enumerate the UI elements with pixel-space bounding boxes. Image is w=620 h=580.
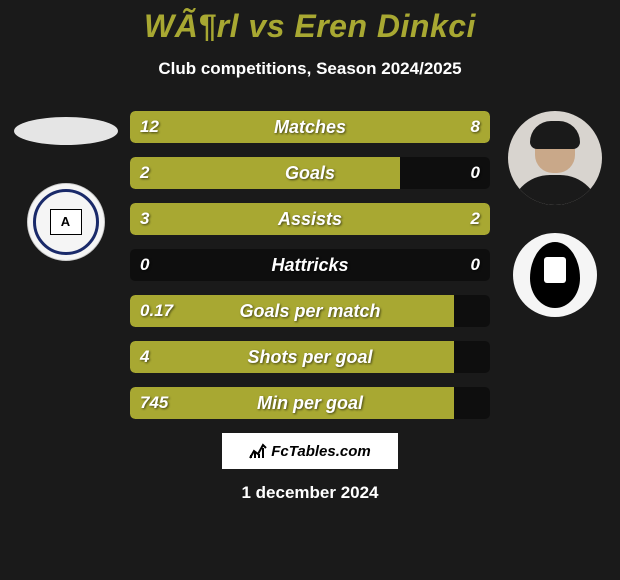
stat-row: 3Assists2 <box>130 203 490 235</box>
stat-row: 12Matches8 <box>130 111 490 143</box>
stat-label: Hattricks <box>130 249 490 281</box>
comparison-panel: 12Matches82Goals03Assists20Hattricks00.1… <box>0 111 620 419</box>
player-left-avatar <box>14 117 118 145</box>
stat-label: Shots per goal <box>130 341 490 373</box>
stat-row: 0.17Goals per match <box>130 295 490 327</box>
stat-row: 745Min per goal <box>130 387 490 419</box>
player-left-column <box>8 111 123 261</box>
stat-value-right: 8 <box>471 111 480 143</box>
stat-label: Min per goal <box>130 387 490 419</box>
stat-value-right: 2 <box>471 203 480 235</box>
stat-row: 2Goals0 <box>130 157 490 189</box>
date-label: 1 december 2024 <box>0 483 620 503</box>
player-right-club-logo <box>513 233 597 317</box>
stats-list: 12Matches82Goals03Assists20Hattricks00.1… <box>130 111 490 419</box>
brand-badge: FcTables.com <box>222 433 398 469</box>
stat-label: Goals <box>130 157 490 189</box>
stat-row: 4Shots per goal <box>130 341 490 373</box>
stat-row: 0Hattricks0 <box>130 249 490 281</box>
brand-label: FcTables.com <box>271 443 370 460</box>
stat-label: Matches <box>130 111 490 143</box>
player-right-avatar <box>508 111 602 205</box>
stat-label: Assists <box>130 203 490 235</box>
stat-label: Goals per match <box>130 295 490 327</box>
player-right-column <box>497 111 612 317</box>
chart-icon <box>249 443 267 459</box>
stat-value-right: 0 <box>471 249 480 281</box>
player-left-club-logo <box>27 183 105 261</box>
page-subtitle: Club competitions, Season 2024/2025 <box>0 59 620 79</box>
stat-value-right: 0 <box>471 157 480 189</box>
page-title: WÃ¶rl vs Eren Dinkci <box>0 0 620 45</box>
